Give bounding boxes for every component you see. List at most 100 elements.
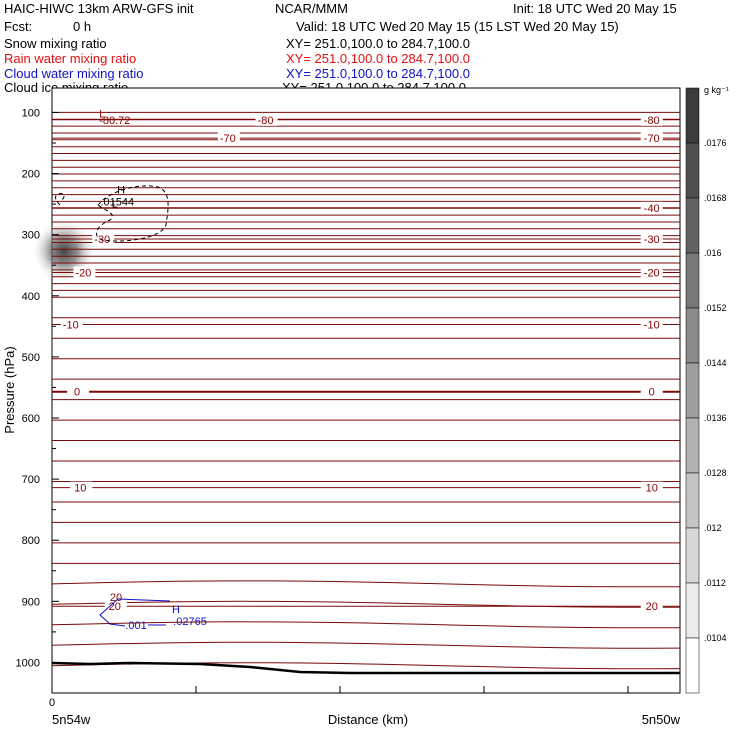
field-rain-xy: XY= 251.0,100.0 to 284.7,100.0: [286, 51, 470, 66]
field-snow-xy: XY= 251.0,100.0 to 284.7,100.0: [286, 36, 470, 51]
cloud-ice-contour: [55, 185, 169, 242]
isotherm-label: 0: [649, 387, 655, 399]
plot-frame: [51, 87, 681, 694]
isotherm-label-bg: [640, 600, 663, 613]
colorbar-bin: [685, 527, 700, 584]
chart-annotation: L: [99, 109, 105, 121]
isotherm-label: -40: [644, 203, 660, 215]
chart-annotation: L: [112, 199, 118, 211]
colorbar-label: .016: [704, 248, 722, 258]
isotherm-label-bg: [640, 201, 663, 214]
isotherm-label-bg: [640, 385, 663, 398]
y-tick-label: 900: [22, 596, 40, 608]
init-time: Init: 18 UTC Wed 20 May 15: [513, 1, 677, 16]
isotherm-label-bg: [60, 318, 83, 331]
isotherm-label: -10: [63, 320, 79, 332]
field-cloudwater-xy: XY= 251.0,100.0 to 284.7,100.0: [286, 66, 470, 81]
colorbar-bin: [685, 582, 700, 639]
colorbar-label: .0144: [704, 358, 727, 368]
isotherm-label: -80: [258, 115, 274, 127]
isotherm-label: 10: [646, 483, 658, 495]
isotherm-label-bg: [255, 113, 278, 126]
isotherm-label: -10: [644, 320, 660, 332]
x-tick-label: 0: [49, 697, 55, 709]
colorbar-label: .0112: [704, 578, 726, 588]
isotherm-label: 10: [74, 483, 86, 495]
isotherm-label-bg: [92, 232, 115, 245]
y-tick-label: 600: [22, 413, 40, 425]
isotherm-label-bg: [70, 481, 93, 494]
isotherm-line: [51, 580, 681, 588]
isotherm-label: 20: [646, 601, 658, 613]
isotherm-label-bg: [67, 385, 90, 398]
colorbar-bin: [685, 637, 700, 694]
org-label: NCAR/MMM: [275, 1, 348, 16]
chart-annotation: H: [117, 184, 125, 196]
isotherm-label-bg: [640, 232, 663, 245]
colorbar-label: .0128: [704, 468, 727, 478]
field-cloudwater-name: Cloud water mixing ratio: [4, 66, 144, 81]
colorbar-bin: [685, 472, 700, 529]
cloud-water-contour: [99, 598, 171, 627]
isotherm-label: 0: [74, 387, 80, 399]
colorbar-label: .012: [704, 523, 722, 533]
colorbar-unit: g kg⁻¹: [704, 85, 729, 95]
isotherm-label-bg: [640, 318, 663, 331]
colorbar: .0104 .0112 .012 .0128 .0136 .0144 .0152 .016 .0…: [685, 87, 727, 694]
x-axis-title: Distance (km): [328, 712, 408, 727]
valid-time: Valid: 18 UTC Wed 20 May 15 (15 LST Wed …: [296, 19, 619, 34]
cloud-water-label: 20: [110, 592, 122, 604]
y-tick-label: 700: [22, 474, 40, 486]
isotherm-label-bg: [640, 113, 663, 126]
isotherm-label: -70: [644, 133, 660, 145]
isotherm-label: -30: [644, 234, 660, 246]
chart-annotation: -80.72: [99, 115, 130, 127]
colorbar-label: .0176: [704, 138, 727, 148]
cloud-water-label: .02765: [173, 616, 207, 628]
y-tick-label: 100: [22, 107, 40, 119]
isotherm-labels: -80 -80-70 -70-40-30 -30-20 -20-10 -100 010 102…: [60, 113, 663, 613]
fcst-label: Fcst:: [4, 19, 33, 34]
colorbar-bin: [685, 307, 700, 364]
y-tick-label: 400: [22, 291, 40, 303]
x-start-label: 5n54w: [52, 712, 91, 727]
colorbar-bin: [685, 197, 700, 254]
cloud-water-label: H: [172, 604, 180, 616]
colorbar-bin: [685, 362, 700, 419]
pressure-axis: 100 200 300 400 500 600 700 800 900 1000: [16, 107, 59, 669]
x-end-label: 5n50w: [642, 712, 681, 727]
colorbar-bin: [685, 87, 700, 144]
colorbar-bin: [685, 252, 700, 309]
cloud-water-label: .001: [125, 620, 146, 632]
terrain-line: [51, 661, 680, 675]
colorbar-label: .0104: [704, 633, 727, 643]
isotherm-label-bg: [104, 600, 127, 613]
chart-annotation: .01544: [100, 197, 134, 209]
isotherm-label-bg: [640, 132, 663, 145]
y-axis-title: Pressure (hPa): [2, 346, 17, 433]
isotherm-label: -20: [644, 268, 660, 280]
isotherm-label-bg: [640, 266, 663, 279]
colorbar-bin: [685, 142, 700, 199]
colorbar-label: .0136: [704, 413, 727, 423]
y-tick-label: 1000: [16, 657, 40, 669]
field-rain-name: Rain water mixing ratio: [4, 51, 137, 66]
isotherm-label-bg: [217, 132, 240, 145]
fcst-value: 0 h: [73, 19, 92, 34]
colorbar-bin: [685, 417, 700, 474]
colorbar-label: .0152: [704, 303, 727, 313]
field-snow-name: Snow mixing ratio: [4, 36, 107, 51]
model-title: HAIC-HIWC 13km ARW-GFS init: [4, 1, 194, 16]
isotherm-label-bg: [73, 266, 96, 279]
distance-axis: 0: [49, 686, 629, 709]
isotherm-line: [51, 600, 681, 608]
y-tick-label: 300: [22, 230, 40, 242]
y-tick-label: 200: [22, 169, 40, 181]
isotherm-line: [51, 641, 681, 649]
isotherm-label: -20: [75, 268, 91, 280]
y-tick-label: 500: [22, 352, 40, 364]
colorbar-label: .0168: [704, 193, 727, 203]
y-tick-label: 800: [22, 535, 40, 547]
isotherm-label-bg: [640, 481, 663, 494]
isotherm-label: -80: [644, 115, 660, 127]
